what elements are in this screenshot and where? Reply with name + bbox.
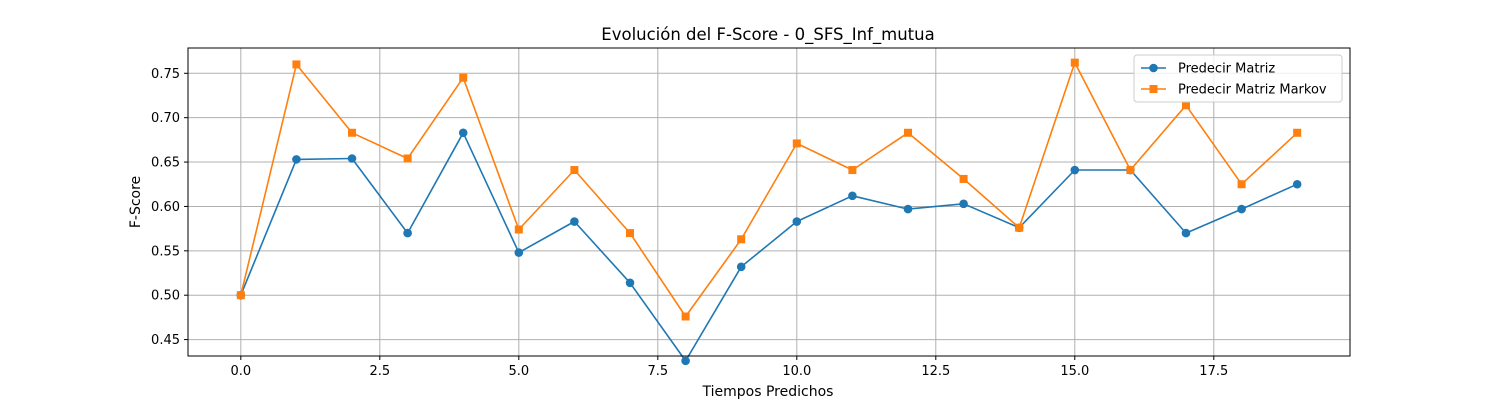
data-point bbox=[403, 154, 412, 163]
y-tick-label: 0.60 bbox=[151, 200, 180, 215]
data-point bbox=[1237, 204, 1246, 214]
data-point bbox=[570, 166, 579, 175]
data-point bbox=[792, 139, 801, 148]
legend-marker bbox=[1149, 85, 1158, 93]
data-point bbox=[1292, 179, 1302, 189]
data-point bbox=[903, 204, 913, 214]
data-point bbox=[292, 60, 301, 69]
chart-title: Evolución del F-Score - 0_SFS_Inf_mutua bbox=[601, 25, 934, 45]
data-point bbox=[737, 235, 746, 244]
y-tick-label: 0.45 bbox=[151, 333, 180, 348]
data-point bbox=[1015, 223, 1024, 232]
x-tick-label: 7.5 bbox=[647, 364, 668, 379]
data-point bbox=[514, 248, 524, 257]
data-point bbox=[459, 73, 468, 82]
y-axis-ticks: 0.45 0.50 0.55 0.60 0.65 0.70 0.75 bbox=[151, 67, 188, 348]
series-line bbox=[240, 61, 1298, 318]
grid-layer bbox=[188, 48, 1350, 356]
data-point bbox=[959, 174, 968, 183]
legend-item: Predecir Matriz bbox=[1141, 62, 1275, 77]
data-point bbox=[625, 278, 635, 288]
series-line bbox=[240, 132, 1298, 362]
x-tick-label: 2.5 bbox=[369, 364, 390, 379]
data-point bbox=[236, 291, 245, 300]
series-layer bbox=[236, 58, 1302, 366]
data-point bbox=[1181, 228, 1191, 238]
data-point bbox=[292, 155, 301, 164]
data-point bbox=[458, 128, 468, 138]
x-axis-label: Tiempos Predichos bbox=[702, 384, 834, 400]
y-axis-label: F-Score bbox=[128, 176, 144, 228]
data-point bbox=[903, 128, 912, 137]
data-point bbox=[1070, 165, 1080, 175]
x-tick-label: 5.0 bbox=[508, 364, 529, 379]
data-point bbox=[347, 154, 357, 163]
data-point bbox=[626, 229, 635, 238]
data-point bbox=[848, 191, 857, 201]
data-point bbox=[1293, 128, 1302, 137]
series-1 bbox=[236, 128, 1302, 366]
x-tick-label: 15.0 bbox=[1060, 364, 1089, 379]
data-point bbox=[348, 128, 357, 137]
y-tick-label: 0.70 bbox=[151, 111, 180, 126]
data-point bbox=[403, 228, 412, 238]
x-tick-label: 17.5 bbox=[1199, 364, 1228, 379]
x-tick-label: 10.0 bbox=[782, 364, 811, 379]
legend: Predecir Matriz Predecir Matriz Markov bbox=[1133, 54, 1343, 103]
x-tick-label: 12.5 bbox=[921, 364, 950, 379]
data-point bbox=[1237, 180, 1246, 189]
y-tick-label: 0.50 bbox=[151, 289, 180, 304]
data-point bbox=[681, 356, 690, 366]
data-point bbox=[792, 217, 802, 226]
plot-frame bbox=[187, 47, 1351, 357]
data-point bbox=[736, 262, 746, 272]
data-point bbox=[848, 166, 857, 175]
y-tick-label: 0.75 bbox=[151, 67, 180, 82]
data-point bbox=[1070, 58, 1079, 67]
data-point bbox=[1126, 166, 1135, 175]
data-point bbox=[1181, 101, 1190, 110]
legend-label: Predecir Matriz bbox=[1178, 62, 1275, 77]
legend-marker bbox=[1149, 63, 1158, 73]
legend-box bbox=[1133, 54, 1343, 103]
y-tick-label: 0.55 bbox=[151, 244, 180, 259]
data-point bbox=[514, 225, 523, 234]
data-point bbox=[570, 217, 579, 226]
data-point bbox=[959, 199, 968, 209]
x-axis-ticks: 0.0 2.5 5.0 7.5 10.0 12.5 15.0 17.5 bbox=[230, 356, 1228, 379]
legend-label: Predecir Matriz Markov bbox=[1178, 83, 1327, 98]
y-tick-label: 0.65 bbox=[151, 156, 180, 171]
data-point bbox=[681, 312, 690, 321]
series-2 bbox=[236, 58, 1302, 321]
x-tick-label: 0.0 bbox=[230, 364, 251, 379]
legend-item: Predecir Matriz Markov bbox=[1141, 83, 1327, 98]
